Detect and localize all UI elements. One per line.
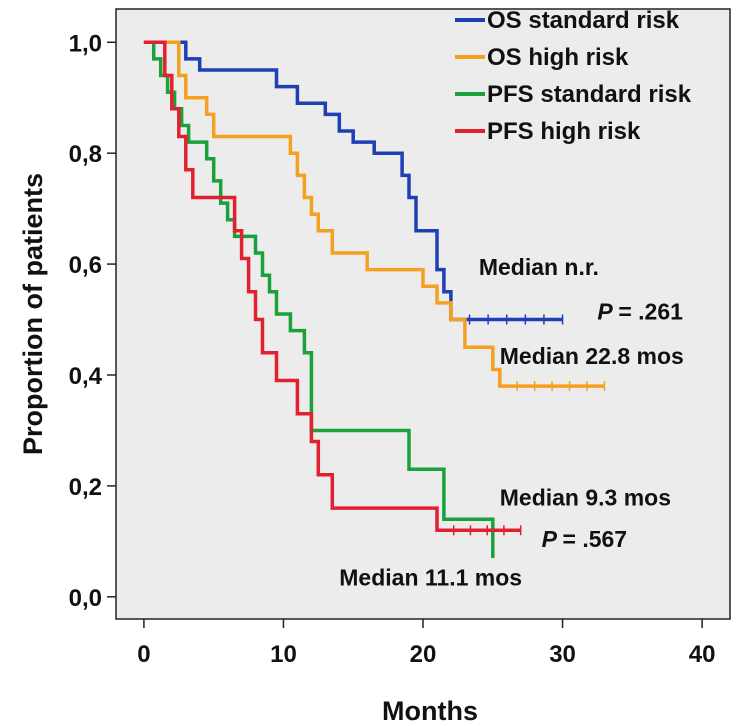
annotation-label: Median n.r. <box>479 254 599 280</box>
x-tick-label: 20 <box>410 641 437 668</box>
p-value-symbol: P <box>597 299 618 325</box>
p-value-text: = .567 <box>563 526 628 552</box>
annotation-label: P = .261 <box>597 299 683 325</box>
series-line <box>143 40 605 388</box>
annotation-label: Median 22.8 mos <box>500 343 684 369</box>
series-line <box>143 40 521 533</box>
x-tick-label: 0 <box>137 641 150 668</box>
series-line <box>143 40 563 322</box>
legend-label: OS standard risk <box>487 7 680 34</box>
series-pfs-high-risk <box>143 40 522 536</box>
series-os-high-risk <box>143 40 606 392</box>
annotation-label: Median 9.3 mos <box>500 484 671 510</box>
series-os-standard-risk <box>143 40 564 325</box>
legend: OS standard risk OS high risk PFS standard… <box>455 7 692 145</box>
annotation-label: P = .567 <box>542 526 627 552</box>
x-tick-label: 40 <box>689 641 716 668</box>
y-tick-label: 0,0 <box>69 585 102 612</box>
p-value-text: = .261 <box>618 299 683 325</box>
legend-label: PFS standard risk <box>487 81 692 108</box>
plot-area <box>115 8 731 620</box>
y-tick-label: 1,0 <box>69 30 102 57</box>
x-tick-label: 10 <box>270 641 297 668</box>
y-tick-label: 0,8 <box>69 141 102 168</box>
x-axis-title: Months <box>382 696 478 726</box>
annotation-label: Median 11.1 mos <box>339 565 522 591</box>
axes: 0 10 20 30 40 0,0 0,2 0,4 0,6 0,8 1,0 <box>69 30 716 668</box>
x-tick-label: 30 <box>549 641 576 668</box>
y-tick-label: 0,2 <box>69 474 102 501</box>
annotations: Median n.r. P = .261 Median 22.8 mos Median… <box>339 254 684 591</box>
series-group <box>143 40 606 558</box>
y-tick-label: 0,4 <box>69 363 103 390</box>
y-tick-label: 0,6 <box>69 252 102 279</box>
legend-label: OS high risk <box>487 44 629 71</box>
legend-label: PFS high risk <box>487 118 641 145</box>
y-axis-title: Proportion of patients <box>18 173 48 455</box>
p-value-symbol: P <box>542 526 563 552</box>
